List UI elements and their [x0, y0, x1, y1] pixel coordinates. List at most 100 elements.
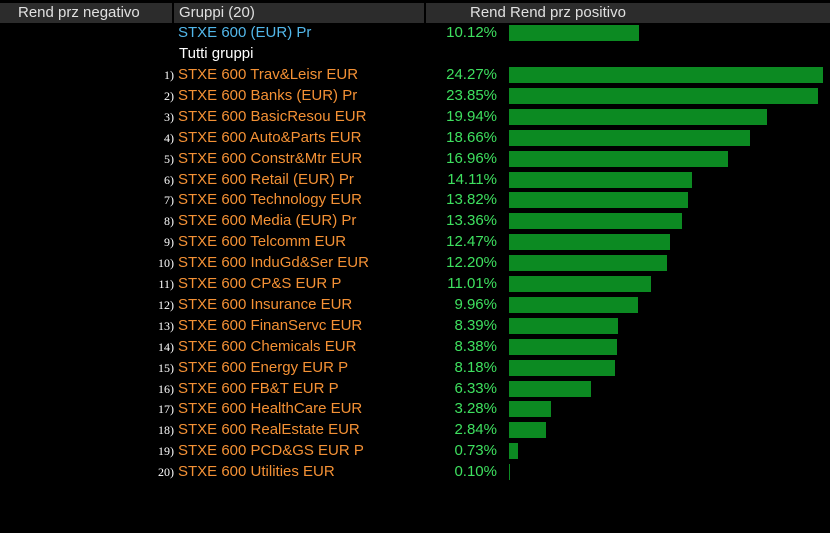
group-name[interactable]: STXE 600 FB&T EUR P: [178, 380, 339, 397]
group-row[interactable]: 16) STXE 600 FB&T EUR P 6.33%: [0, 379, 830, 399]
group-row[interactable]: 15) STXE 600 Energy EUR P 8.18%: [0, 358, 830, 378]
group-row[interactable]: 1) STXE 600 Trav&Leisr EUR 24.27%: [0, 65, 830, 85]
group-name[interactable]: STXE 600 Technology EUR: [178, 191, 362, 208]
group-rank: 18): [158, 423, 174, 437]
group-name[interactable]: STXE 600 Banks (EUR) Pr: [178, 87, 358, 104]
group-name[interactable]: STXE 600 PCD&GS EUR P: [178, 442, 364, 459]
group-name[interactable]: STXE 600 Utilities EUR: [178, 463, 335, 480]
column-header: Rend prz negativo Gruppi (20) Rend Rend …: [0, 3, 830, 23]
group-row[interactable]: 4) STXE 600 Auto&Parts EUR 18.66%: [0, 128, 830, 148]
group-name[interactable]: STXE 600 Energy EUR P: [178, 359, 349, 376]
group-return-value: 8.18%: [454, 359, 497, 376]
group-return-bar: [509, 67, 823, 83]
group-row[interactable]: 10) STXE 600 InduGd&Ser EUR 12.20%: [0, 253, 830, 273]
group-rank: 12): [158, 298, 174, 312]
group-rank: 14): [158, 340, 174, 354]
group-rank: 15): [158, 361, 174, 375]
group-name[interactable]: STXE 600 BasicResou EUR: [178, 108, 367, 125]
group-rank: 2): [164, 89, 174, 103]
header-positive-return[interactable]: Rend Rend prz positivo: [426, 3, 830, 23]
group-return-bar: [509, 360, 615, 376]
group-return-bar: [509, 255, 667, 271]
group-return-bar: [509, 172, 692, 188]
group-row[interactable]: 9) STXE 600 Telcomm EUR 12.47%: [0, 232, 830, 252]
group-name[interactable]: STXE 600 CP&S EUR P: [178, 275, 342, 292]
group-row[interactable]: 20) STXE 600 Utilities EUR 0.10%: [0, 462, 830, 482]
group-return-value: 13.82%: [446, 191, 497, 208]
group-rank: 16): [158, 382, 174, 396]
group-return-bar: [509, 401, 551, 417]
header-groups[interactable]: Gruppi (20): [174, 3, 424, 23]
group-row[interactable]: 19) STXE 600 PCD&GS EUR P 0.73%: [0, 441, 830, 461]
group-return-value: 0.10%: [454, 463, 497, 480]
all-groups-row[interactable]: Tutti gruppi: [0, 44, 830, 64]
group-return-bar: [509, 109, 767, 125]
group-rank: 3): [164, 110, 174, 124]
group-return-bar: [509, 318, 618, 334]
group-name[interactable]: STXE 600 InduGd&Ser EUR: [178, 254, 369, 271]
group-return-bar: [509, 151, 728, 167]
group-name[interactable]: STXE 600 Retail (EUR) Pr: [178, 171, 354, 188]
group-return-value: 12.47%: [446, 233, 497, 250]
group-return-value: 8.39%: [454, 317, 497, 334]
group-rank: 1): [164, 68, 174, 82]
group-return-value: 19.94%: [446, 108, 497, 125]
header-negative-return[interactable]: Rend prz negativo: [0, 3, 172, 23]
group-row[interactable]: 17) STXE 600 HealthCare EUR 3.28%: [0, 399, 830, 419]
group-return-value: 0.73%: [454, 442, 497, 459]
group-rank: 8): [164, 214, 174, 228]
group-return-value: 18.66%: [446, 129, 497, 146]
group-row[interactable]: 12) STXE 600 Insurance EUR 9.96%: [0, 295, 830, 315]
group-return-value: 11.01%: [447, 275, 497, 292]
group-row[interactable]: 18) STXE 600 RealEstate EUR 2.84%: [0, 420, 830, 440]
group-rank: 19): [158, 444, 174, 458]
group-return-bar: [509, 339, 617, 355]
group-rank: 9): [164, 235, 174, 249]
group-name[interactable]: STXE 600 FinanServc EUR: [178, 317, 363, 334]
group-return-value: 12.20%: [446, 254, 497, 271]
group-rank: 5): [164, 152, 174, 166]
group-row[interactable]: 5) STXE 600 Constr&Mtr EUR 16.96%: [0, 149, 830, 169]
group-name[interactable]: STXE 600 RealEstate EUR: [178, 421, 360, 438]
group-name[interactable]: STXE 600 Insurance EUR: [178, 296, 353, 313]
group-name[interactable]: STXE 600 Auto&Parts EUR: [178, 129, 362, 146]
group-name[interactable]: STXE 600 Trav&Leisr EUR: [178, 66, 359, 83]
group-return-bar: [509, 192, 688, 208]
group-name[interactable]: STXE 600 Chemicals EUR: [178, 338, 357, 355]
group-return-bar: [509, 422, 546, 438]
group-row[interactable]: 11) STXE 600 CP&S EUR P 11.01%: [0, 274, 830, 294]
group-rank: 10): [158, 256, 174, 270]
group-return-value: 13.36%: [446, 212, 497, 229]
group-return-value: 23.85%: [446, 87, 497, 104]
group-return-value: 3.28%: [454, 400, 497, 417]
group-return-bar: [509, 276, 651, 292]
group-row[interactable]: 2) STXE 600 Banks (EUR) Pr 23.85%: [0, 86, 830, 106]
index-name[interactable]: STXE 600 (EUR) Pr: [178, 24, 312, 41]
group-return-value: 14.11%: [447, 171, 497, 188]
group-row[interactable]: 8) STXE 600 Media (EUR) Pr 13.36%: [0, 211, 830, 231]
index-row[interactable]: STXE 600 (EUR) Pr 10.12%: [0, 23, 830, 43]
group-row[interactable]: 7) STXE 600 Technology EUR 13.82%: [0, 190, 830, 210]
all-groups-label: Tutti gruppi: [179, 45, 254, 62]
group-return-value: 16.96%: [446, 150, 497, 167]
group-name[interactable]: STXE 600 HealthCare EUR: [178, 400, 363, 417]
group-row[interactable]: 13) STXE 600 FinanServc EUR 8.39%: [0, 316, 830, 336]
group-name[interactable]: STXE 600 Constr&Mtr EUR: [178, 150, 363, 167]
group-return-bar: [509, 297, 638, 313]
group-rank: 11): [158, 277, 174, 291]
index-value: 10.12%: [446, 24, 497, 41]
group-rank: 17): [158, 402, 174, 416]
group-row[interactable]: 14) STXE 600 Chemicals EUR 8.38%: [0, 337, 830, 357]
group-return-bar: [509, 213, 682, 229]
group-return-bar: [509, 234, 670, 250]
group-return-value: 24.27%: [446, 66, 497, 83]
group-return-bar: [509, 130, 750, 146]
group-name[interactable]: STXE 600 Telcomm EUR: [178, 233, 347, 250]
group-name[interactable]: STXE 600 Media (EUR) Pr: [178, 212, 357, 229]
group-return-bar: [509, 88, 818, 104]
group-return-bar: [509, 464, 510, 480]
group-return-value: 8.38%: [454, 338, 497, 355]
group-row[interactable]: 6) STXE 600 Retail (EUR) Pr 14.11%: [0, 170, 830, 190]
group-row[interactable]: 3) STXE 600 BasicResou EUR 19.94%: [0, 107, 830, 127]
group-rank: 4): [164, 131, 174, 145]
